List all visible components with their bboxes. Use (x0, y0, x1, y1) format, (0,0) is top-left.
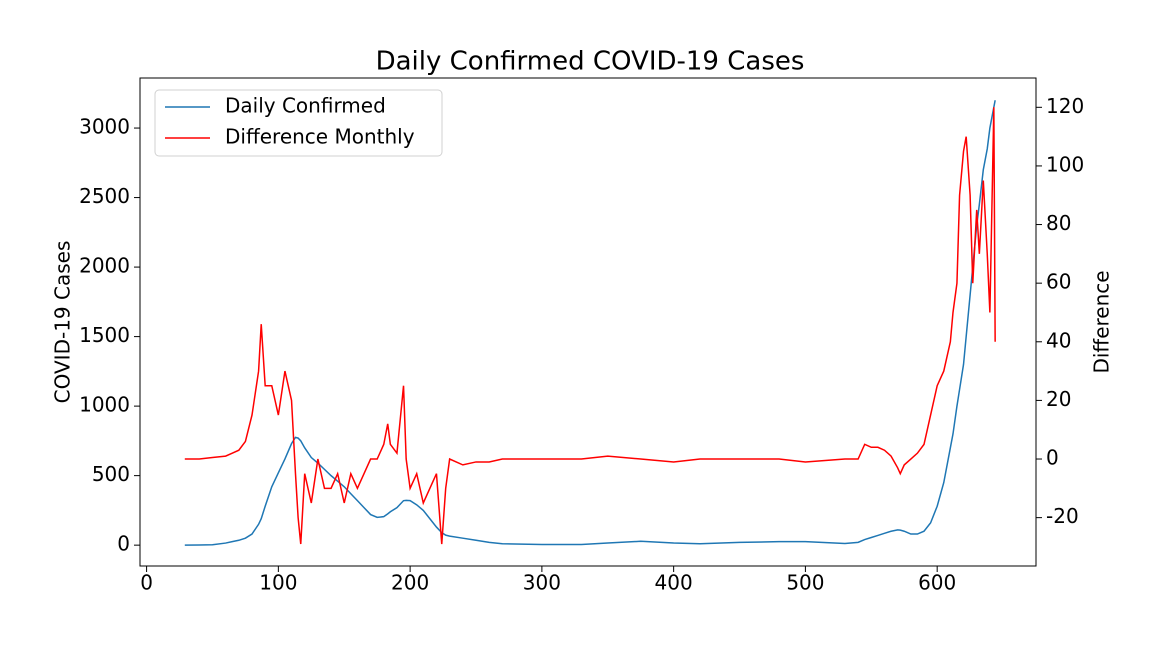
y-tick-label: 1500 (79, 323, 130, 347)
y2-tick-label: 40 (1046, 328, 1071, 352)
y-axis-label: COVID-19 Cases (51, 241, 75, 404)
x-tick-label: 100 (259, 571, 297, 595)
y2-tick-label: -20 (1046, 504, 1079, 528)
y2-tick-label: 20 (1046, 387, 1071, 411)
chart-title: Daily Confirmed COVID-19 Cases (376, 47, 805, 77)
legend-label: Daily Confirmed (225, 94, 386, 118)
x-tick-label: 600 (918, 571, 956, 595)
y-tick-label: 3000 (79, 115, 130, 139)
x-tick-label: 500 (786, 571, 824, 595)
y2-tick-label: 60 (1046, 270, 1071, 294)
y2-axis-label: Difference (1090, 270, 1114, 373)
y2-tick-label: 0 (1046, 446, 1059, 470)
x-tick-label: 400 (655, 571, 693, 595)
y-tick-label: 2500 (79, 184, 130, 208)
x-tick-label: 300 (523, 571, 561, 595)
y2-tick-label: 100 (1046, 152, 1084, 176)
y2-tick-label: 120 (1046, 94, 1084, 118)
y-tick-label: 1000 (79, 393, 130, 417)
x-tick-label: 0 (140, 571, 153, 595)
y-tick-label: 2000 (79, 254, 130, 278)
x-tick-label: 200 (391, 571, 429, 595)
y-tick-label: 0 (117, 532, 130, 556)
plot-frame (139, 77, 1037, 567)
y-tick-label: 500 (92, 462, 130, 486)
legend-box (154, 89, 443, 157)
series-line (184, 107, 996, 545)
y2-tick-label: 80 (1046, 211, 1071, 235)
legend-label: Difference Monthly (225, 125, 415, 149)
